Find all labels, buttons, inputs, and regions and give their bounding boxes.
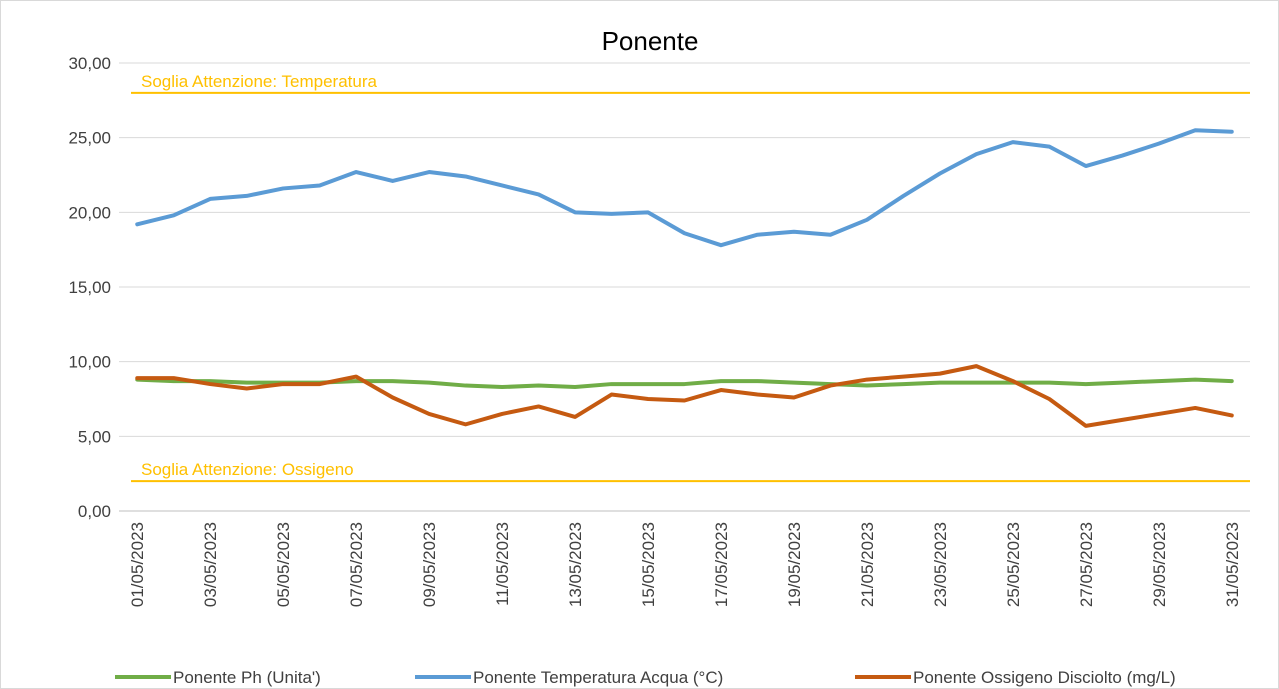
y-tick-label: 30,00 xyxy=(68,54,111,73)
y-tick-label: 10,00 xyxy=(68,353,111,372)
threshold-label: Soglia Attenzione: Ossigeno xyxy=(141,460,354,479)
x-tick-label: 29/05/2023 xyxy=(1150,522,1169,607)
x-tick-label: 23/05/2023 xyxy=(931,522,950,607)
x-tick-label: 11/05/2023 xyxy=(493,522,512,606)
y-tick-label: 20,00 xyxy=(68,203,111,222)
legend-label: Ponente Temperatura Acqua (°C) xyxy=(473,668,723,687)
x-tick-label: 31/05/2023 xyxy=(1223,522,1242,607)
x-tick-label: 17/05/2023 xyxy=(712,522,731,607)
threshold-label: Soglia Attenzione: Temperatura xyxy=(141,72,377,91)
y-tick-label: 5,00 xyxy=(78,427,111,446)
y-tick-label: 0,00 xyxy=(78,502,111,521)
series-line xyxy=(135,128,1234,248)
x-tick-label: 25/05/2023 xyxy=(1004,522,1023,607)
legend-label: Ponente Ph (Unita') xyxy=(173,668,321,687)
chart-title: Ponente xyxy=(602,26,699,56)
x-tick-label: 05/05/2023 xyxy=(274,522,293,607)
y-tick-label: 25,00 xyxy=(68,129,111,148)
legend-label: Ponente Ossigeno Disciolto (mg/L) xyxy=(913,668,1176,687)
x-tick-label: 01/05/2023 xyxy=(128,522,147,607)
x-tick-label: 27/05/2023 xyxy=(1077,522,1096,607)
x-tick-label: 09/05/2023 xyxy=(420,522,439,607)
x-tick-label: 15/05/2023 xyxy=(639,522,658,607)
x-tick-label: 19/05/2023 xyxy=(785,522,804,607)
x-tick-label: 21/05/2023 xyxy=(858,522,877,607)
y-tick-label: 15,00 xyxy=(68,278,111,297)
x-tick-label: 13/05/2023 xyxy=(566,522,585,607)
x-tick-label: 03/05/2023 xyxy=(201,522,220,607)
series-line xyxy=(135,364,1234,428)
x-tick-label: 07/05/2023 xyxy=(347,522,366,607)
